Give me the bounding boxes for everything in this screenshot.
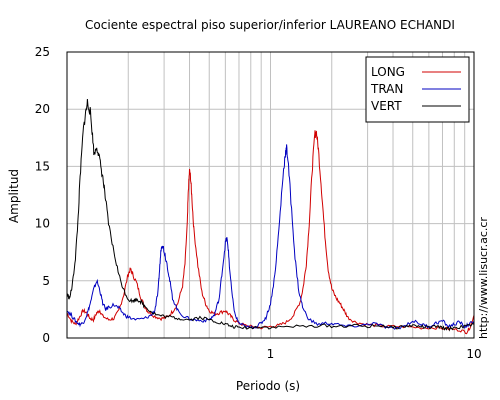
grid [67, 52, 474, 338]
y-axis-label: Amplitud [7, 169, 21, 223]
y-tick-label: 15 [35, 159, 50, 173]
x-tick-labels: 1 10 [267, 347, 482, 361]
x-tick-label: 10 [466, 347, 481, 361]
series-line-vert [66, 98, 475, 332]
legend-label-long: LONG [371, 65, 405, 79]
source-url: http://www.lisucr.ac.cr [477, 217, 490, 339]
plot-frame [66, 51, 475, 339]
legend: LONG TRAN VERT [365, 56, 470, 123]
y-tick-label: 5 [42, 274, 50, 288]
y-tick-label: 10 [35, 217, 50, 231]
y-tick-labels: 0 5 10 15 20 25 [35, 45, 50, 345]
chart-title: Cociente espectral piso superior/inferio… [85, 18, 455, 32]
plot-series [66, 98, 475, 335]
legend-label-tran: TRAN [370, 82, 403, 96]
y-tick-label: 0 [42, 331, 50, 345]
series-line-tran [66, 144, 475, 330]
legend-box [365, 56, 470, 123]
x-tick-label: 1 [267, 347, 275, 361]
y-tick-label: 25 [35, 45, 50, 59]
legend-label-vert: VERT [371, 99, 402, 113]
x-axis-label: Periodo (s) [236, 379, 300, 393]
y-tick-label: 20 [35, 102, 50, 116]
